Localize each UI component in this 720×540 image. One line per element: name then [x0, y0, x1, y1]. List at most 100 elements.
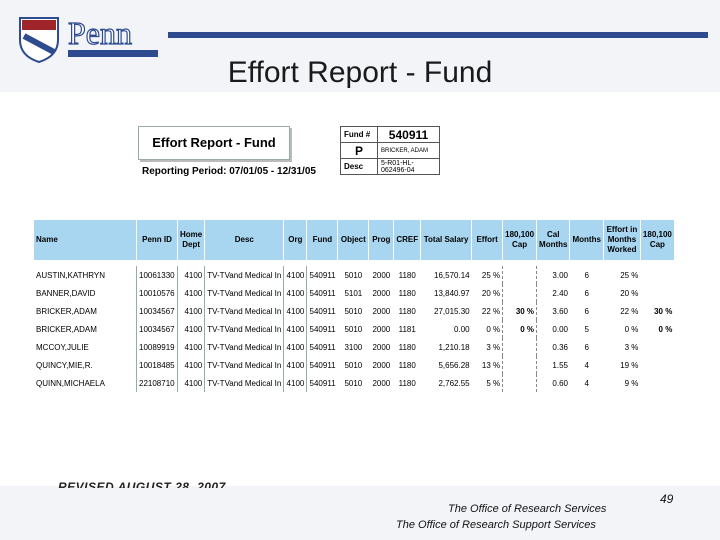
- table-cell: 540911: [306, 266, 338, 284]
- col-total-salary: Total Salary: [420, 220, 473, 260]
- footer-office-line1: The Office of Research Services: [448, 503, 607, 515]
- table-cell: TV-TVand Medical In: [204, 302, 284, 320]
- shield-icon: [19, 17, 59, 64]
- table-cell: 540911: [306, 302, 338, 320]
- table-cell: AUSTIN,KATHRYN: [36, 270, 106, 280]
- table-row: BANNER,DAVID 10010576 4100 TV-TVand Medical…: [34, 284, 674, 302]
- table-cell: 5010: [344, 270, 363, 280]
- table-cell: 30 %: [654, 306, 673, 316]
- table-cell: 13 %: [471, 356, 504, 374]
- table-cell: 10034567: [136, 320, 178, 338]
- fund-number: 540911: [377, 126, 440, 143]
- table-cell: 2,762.55: [438, 378, 470, 388]
- table-cell: 0 %: [502, 320, 538, 338]
- table-cell: TV-TVand Medical In: [204, 374, 284, 392]
- table-cell: 2000: [372, 324, 391, 334]
- table-cell: 5010: [344, 306, 363, 316]
- table-cell: 1181: [398, 324, 416, 334]
- col-cref: CREF: [393, 220, 422, 260]
- table-cell: 0 %: [658, 324, 673, 334]
- table-cell: 4100: [283, 266, 307, 284]
- table-cell: [640, 284, 674, 302]
- table-cell: 4100: [283, 338, 307, 356]
- table-cell: 6: [584, 288, 589, 298]
- table-cell: [640, 374, 674, 392]
- col-desc: Desc: [204, 220, 285, 260]
- table-cell: 20 %: [471, 284, 504, 302]
- col-effort: Effort: [471, 220, 504, 260]
- table-cell: 4100: [176, 356, 205, 374]
- slide-title: Effort Report - Fund: [227, 56, 493, 89]
- table-cell: QUINN,MICHAELA: [36, 378, 105, 388]
- table-cell: 540911: [306, 356, 338, 374]
- table-cell: 9 %: [624, 378, 639, 388]
- col-object: Object: [337, 220, 370, 260]
- table-row: BRICKER,ADAM 10034567 4100 TV-TVand Medical…: [34, 320, 674, 338]
- table-cell: 1180: [398, 288, 416, 298]
- table-cell: [640, 338, 674, 356]
- table-row: QUINCY,MIE,R. 10018485 4100 TV-TVand Medica…: [34, 356, 674, 374]
- header-band: [0, 0, 720, 92]
- table-cell: 3.00: [552, 270, 568, 280]
- table-cell: 20 %: [620, 288, 639, 298]
- header-rule: [168, 32, 708, 38]
- col-effort-months-worked: Effort in Months Worked: [603, 220, 641, 260]
- table-cell: 22 %: [471, 302, 504, 320]
- table-cell: 4100: [176, 338, 205, 356]
- table-cell: 4100: [176, 284, 205, 302]
- table-cell: 4100: [176, 374, 205, 392]
- table-cell: 5010: [344, 324, 363, 334]
- table-cell: 5 %: [471, 374, 504, 392]
- table-cell: 2000: [372, 270, 391, 280]
- table-cell: 10089919: [136, 338, 178, 356]
- table-cell: TV-TVand Medical In: [204, 320, 284, 338]
- table-cell: 5: [584, 324, 589, 334]
- table-cell: 4: [584, 378, 589, 388]
- col-org: Org: [283, 220, 308, 260]
- col-cap-2: 180,100 Cap: [640, 220, 675, 260]
- table-cell: [502, 284, 538, 302]
- table-cell: 3 %: [471, 338, 504, 356]
- table-cell: 2.40: [552, 288, 568, 298]
- logo-wordmark: Penn: [68, 15, 132, 51]
- table-cell: 4100: [283, 320, 307, 338]
- table-cell: TV-TVand Medical In: [204, 356, 284, 374]
- table-cell: 1180: [398, 378, 416, 388]
- table-cell: 25 %: [620, 270, 639, 280]
- table-cell: TV-TVand Medical In: [204, 266, 284, 284]
- table-cell: 2000: [372, 342, 391, 352]
- table-cell: 5101: [344, 288, 363, 298]
- footer-band: [0, 486, 720, 540]
- table-cell: 5010: [344, 378, 363, 388]
- table-cell: 2000: [372, 288, 391, 298]
- table-row: QUINN,MICHAELA 22108710 4100 TV-TVand Medic…: [34, 374, 674, 392]
- table-cell: 4100: [283, 302, 307, 320]
- p-label: P: [340, 142, 378, 159]
- table-cell: 2000: [372, 306, 391, 316]
- fund-label: Fund #: [340, 126, 378, 143]
- reporting-period: Reporting Period: 07/01/05 - 12/31/05: [142, 166, 316, 177]
- col-fund: Fund: [306, 220, 339, 260]
- table-cell: [502, 338, 538, 356]
- table-cell: 4100: [176, 302, 205, 320]
- table-cell: BANNER,DAVID: [36, 288, 96, 298]
- table-cell: 1180: [398, 342, 416, 352]
- desc-label: Desc: [340, 158, 378, 175]
- table-cell: QUINCY,MIE,R.: [36, 360, 93, 370]
- table-cell: 1,210.18: [438, 342, 470, 352]
- col-cap-1: 180,100 Cap: [502, 220, 538, 260]
- col-prog: Prog: [368, 220, 395, 260]
- table-cell: 4: [584, 360, 589, 370]
- table-cell: 3100: [344, 342, 363, 352]
- effort-table: Name Penn ID Home Dept Desc Org Fund Obj…: [34, 220, 675, 392]
- table-cell: 10010576: [136, 284, 178, 302]
- table-cell: 1180: [398, 360, 416, 370]
- table-cell: 540911: [306, 374, 338, 392]
- table-header-row: Name Penn ID Home Dept Desc Org Fund Obj…: [34, 220, 675, 260]
- table-cell: 22 %: [620, 306, 639, 316]
- table-cell: 3.60: [552, 306, 568, 316]
- table-cell: MCCOY,JULIE: [36, 342, 89, 352]
- table-cell: BRICKER,ADAM: [36, 324, 97, 334]
- table-cell: [640, 266, 674, 284]
- table-cell: 1180: [398, 306, 416, 316]
